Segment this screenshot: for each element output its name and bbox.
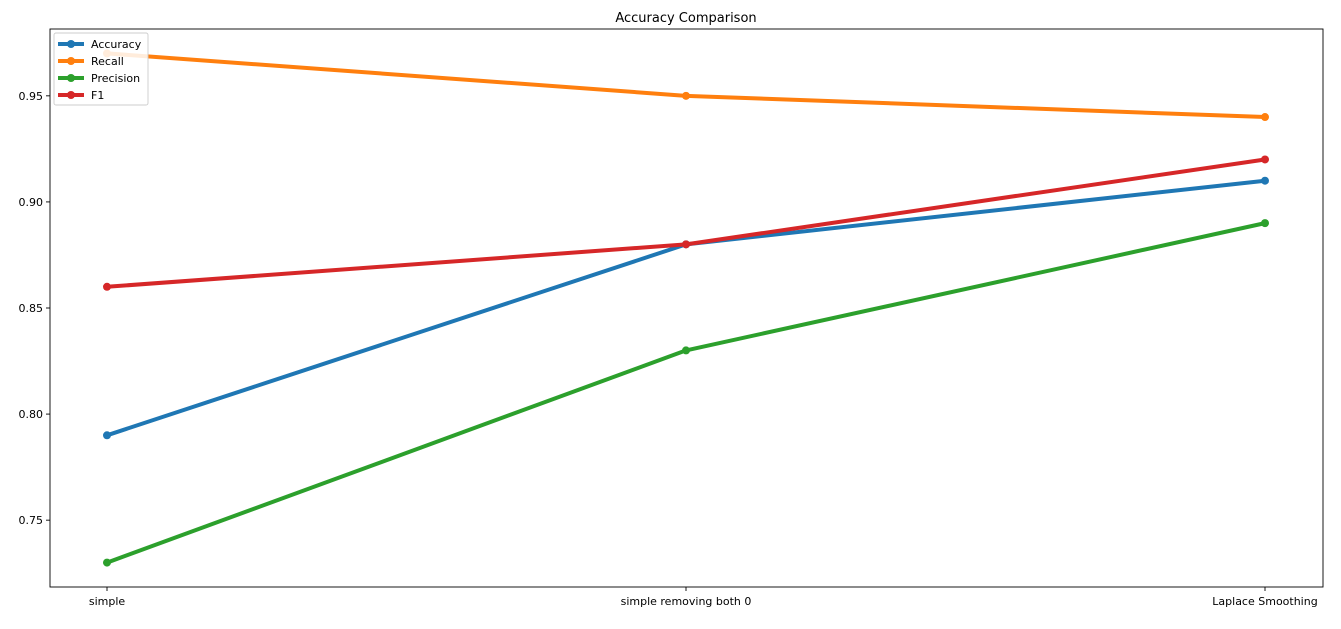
legend-label: Recall (91, 55, 124, 68)
x-tick-label: simple removing both 0 (621, 595, 752, 608)
y-tick-label: 0.75 (19, 514, 44, 527)
legend: Accuracy Recall Precision F1 (53, 32, 149, 106)
legend-marker (67, 40, 75, 48)
legend-marker (67, 91, 75, 99)
x-tick-label: Laplace Smoothing (1212, 595, 1317, 608)
x-tick-label: simple (89, 595, 126, 608)
legend-box (53, 32, 149, 106)
y-tick-label: 0.80 (19, 408, 44, 421)
plot-area: 0.75 0.80 0.85 0.90 0.95 simple simple removin… (19, 28, 1324, 608)
series-f1 (103, 155, 1269, 291)
data-point (103, 558, 111, 567)
series-precision (103, 219, 1269, 567)
data-point (103, 431, 111, 440)
y-tick-label: 0.85 (19, 302, 44, 315)
data-point (682, 240, 690, 249)
chart-title: Accuracy Comparison (615, 11, 756, 26)
legend-item: Precision (58, 72, 140, 85)
y-tick-label: 0.95 (19, 90, 44, 103)
legend-item: Accuracy (58, 38, 142, 51)
legend-item: Recall (58, 55, 124, 68)
data-point (1261, 219, 1269, 228)
legend-marker (67, 57, 75, 65)
data-point (682, 91, 690, 100)
data-point (103, 282, 111, 291)
legend-marker (67, 74, 75, 82)
legend-label: Accuracy (91, 38, 142, 51)
data-point (1261, 113, 1269, 122)
legend-label: Precision (91, 72, 140, 85)
y-tick-label: 0.90 (19, 196, 44, 209)
data-point (1261, 176, 1269, 185)
data-point (682, 346, 690, 355)
data-point (1261, 155, 1269, 164)
legend-label: F1 (91, 89, 104, 102)
legend-item: F1 (58, 89, 104, 102)
